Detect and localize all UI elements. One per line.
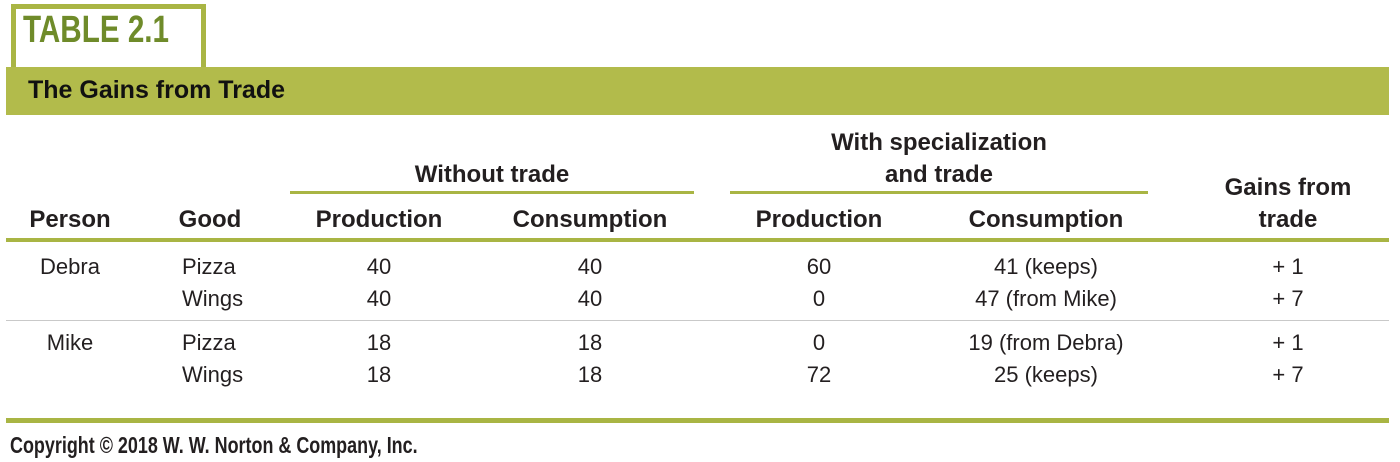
cell-gains: + 1 [1272, 330, 1304, 355]
cell-wt-consumption: 18 [577, 362, 603, 387]
cell-good: Wings [182, 286, 244, 311]
rule-with-trade [730, 191, 1148, 194]
bottom-rule [6, 418, 1389, 423]
cell-st-consumption: 41 (keeps) [994, 254, 1098, 279]
column-header-st-consumption: Consumption [968, 206, 1124, 233]
column-header-good: Good [178, 206, 242, 233]
header-gains-line2: trade [1258, 206, 1318, 233]
copyright-notice: Copyright © 2018 W. W. Norton & Company,… [10, 432, 418, 458]
cell-good: Pizza [182, 254, 236, 279]
cell-st-consumption: 25 (keeps) [994, 362, 1098, 387]
cell-wt-production: 18 [366, 330, 392, 355]
cell-person: Mike [46, 330, 94, 355]
cell-wt-consumption: 40 [577, 286, 603, 311]
table-title: The Gains from Trade [28, 76, 286, 104]
cell-st-consumption: 47 (from Mike) [975, 286, 1117, 311]
header-rule [6, 238, 1389, 242]
cell-wt-consumption: 18 [577, 330, 603, 355]
cell-gains: + 7 [1272, 286, 1304, 311]
header-with-trade-line2: and trade [884, 161, 994, 188]
header-gains-line1: Gains from [1224, 174, 1352, 201]
column-header-person: Person [29, 206, 111, 233]
title-bar [6, 67, 1389, 115]
header-with-trade-line1: With specialization [831, 129, 1047, 156]
cell-wt-consumption: 40 [577, 254, 603, 279]
cell-good: Pizza [182, 330, 236, 355]
cell-wt-production: 40 [366, 286, 392, 311]
column-header-wt-consumption: Consumption [512, 206, 668, 233]
table-label: TABLE 2.1 [23, 9, 170, 51]
cell-st-production: 72 [806, 362, 832, 387]
cell-st-consumption: 19 (from Debra) [968, 330, 1124, 355]
cell-wt-production: 40 [366, 254, 392, 279]
table-label-box [11, 4, 206, 67]
rule-without-trade [290, 191, 694, 194]
cell-st-production: 0 [812, 286, 826, 311]
cell-good: Wings [182, 362, 244, 387]
column-header-st-production: Production [755, 206, 883, 233]
cell-gains: + 7 [1272, 362, 1304, 387]
column-header-wt-production: Production [315, 206, 443, 233]
cell-person: Debra [40, 254, 100, 279]
cell-st-production: 0 [812, 330, 826, 355]
header-without-trade: Without trade [414, 161, 570, 188]
cell-wt-production: 18 [366, 362, 392, 387]
row-divider [6, 320, 1389, 321]
cell-gains: + 1 [1272, 254, 1304, 279]
cell-st-production: 60 [806, 254, 832, 279]
